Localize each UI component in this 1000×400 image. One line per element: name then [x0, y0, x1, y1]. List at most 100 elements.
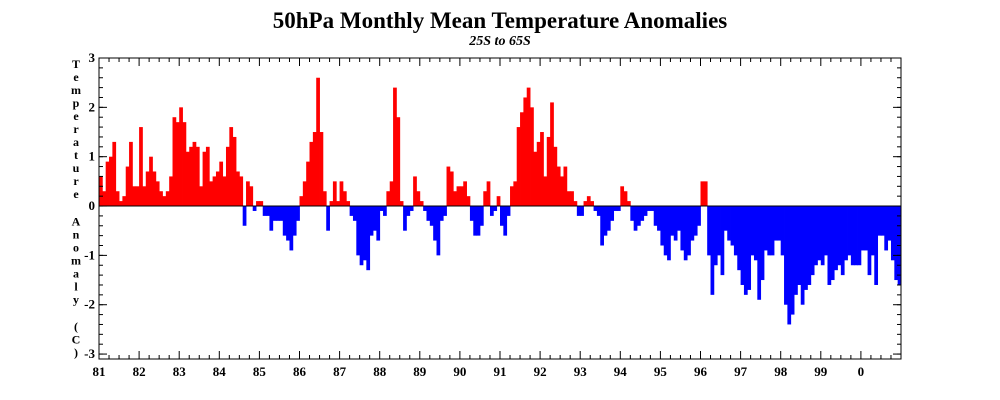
- bar: [820, 206, 825, 266]
- bar: [232, 136, 237, 207]
- bar: [376, 206, 381, 241]
- bar: [119, 201, 123, 207]
- bar: [870, 206, 875, 256]
- y-label-char: e: [73, 70, 79, 84]
- bar: [463, 181, 467, 207]
- bar: [256, 201, 260, 207]
- bar: [817, 206, 822, 261]
- bar: [429, 206, 434, 226]
- chart-title: 50hPa Monthly Mean Temperature Anomalies: [272, 8, 728, 33]
- bar: [890, 206, 895, 261]
- bar: [697, 206, 701, 226]
- bar: [533, 151, 538, 207]
- bar: [396, 117, 401, 207]
- bar: [593, 206, 598, 211]
- bar: [249, 186, 254, 207]
- bar: [349, 206, 354, 216]
- bar: [102, 191, 107, 207]
- y-tick-label: 1: [89, 149, 96, 164]
- bar: [393, 87, 397, 207]
- bar: [760, 206, 765, 281]
- bar: [182, 122, 187, 207]
- bar: [767, 206, 772, 256]
- x-axis-ticks: 81 82 83 84 85 86 87 88 89 90 91 92 93 94 95 96 97 98 99 0: [93, 58, 892, 379]
- bar: [369, 206, 374, 236]
- bar: [356, 206, 361, 256]
- bar: [573, 201, 578, 207]
- x-tick-label: 85: [253, 364, 267, 379]
- y-label-char: u: [73, 161, 80, 175]
- bar: [129, 141, 133, 207]
- bar: [530, 107, 534, 207]
- bar: [643, 206, 648, 216]
- bar: [610, 206, 615, 221]
- bar: [560, 176, 564, 207]
- bar: [570, 191, 574, 207]
- bar: [342, 191, 347, 207]
- x-tick-label: 84: [213, 364, 227, 379]
- bar: [596, 206, 601, 216]
- bar: [510, 186, 514, 207]
- y-label-char: r: [73, 174, 79, 188]
- bar: [409, 206, 414, 211]
- bar: [135, 186, 140, 207]
- bar: [419, 201, 424, 207]
- bar: [787, 206, 792, 325]
- y-tick-label: 0: [89, 198, 96, 213]
- bar: [246, 181, 250, 207]
- y-tick-label: 3: [89, 50, 96, 65]
- bar: [874, 206, 879, 285]
- bar: [770, 206, 775, 256]
- bar: [680, 206, 685, 251]
- bar: [667, 206, 671, 261]
- bar: [713, 206, 718, 266]
- bar: [239, 176, 244, 207]
- bar: [299, 196, 304, 207]
- bar: [115, 191, 120, 207]
- bar: [276, 206, 280, 221]
- bar: [439, 206, 444, 221]
- bar: [446, 166, 451, 207]
- bar: [152, 171, 157, 207]
- bar: [383, 206, 387, 216]
- bar: [389, 181, 394, 207]
- bar: [807, 206, 812, 285]
- x-tick-label: 89: [413, 364, 427, 379]
- bar: [416, 191, 421, 207]
- bar: [139, 127, 143, 207]
- bar: [155, 181, 160, 207]
- bar: [523, 97, 528, 207]
- y-label-char: p: [73, 96, 80, 110]
- x-tick-label: 88: [373, 364, 387, 379]
- bar: [576, 206, 581, 216]
- bar: [620, 186, 625, 207]
- bar: [774, 206, 778, 241]
- bar: [763, 206, 768, 251]
- bar: [132, 186, 137, 207]
- bar: [489, 206, 494, 216]
- y-label-char: T: [72, 57, 80, 71]
- bar: [109, 156, 113, 207]
- bar: [496, 196, 501, 207]
- bar: [493, 206, 498, 211]
- x-tick-label: 92: [534, 364, 547, 379]
- y-label-char: e: [73, 187, 79, 201]
- bar: [142, 186, 147, 207]
- bar: [332, 181, 337, 207]
- bar: [212, 176, 217, 207]
- bar: [306, 161, 310, 207]
- chart-subtitle: 25S to 65S: [469, 34, 531, 49]
- bar: [175, 122, 180, 207]
- bar: [663, 206, 668, 256]
- bar: [553, 146, 558, 207]
- bar: [590, 201, 594, 207]
- bar: [540, 132, 544, 207]
- bar: [837, 206, 842, 266]
- bar: [366, 206, 371, 271]
- bar: [753, 206, 758, 261]
- bar: [326, 206, 330, 231]
- bar: [316, 77, 320, 207]
- bar: [814, 206, 818, 266]
- bar: [346, 201, 351, 207]
- bar: [423, 206, 427, 211]
